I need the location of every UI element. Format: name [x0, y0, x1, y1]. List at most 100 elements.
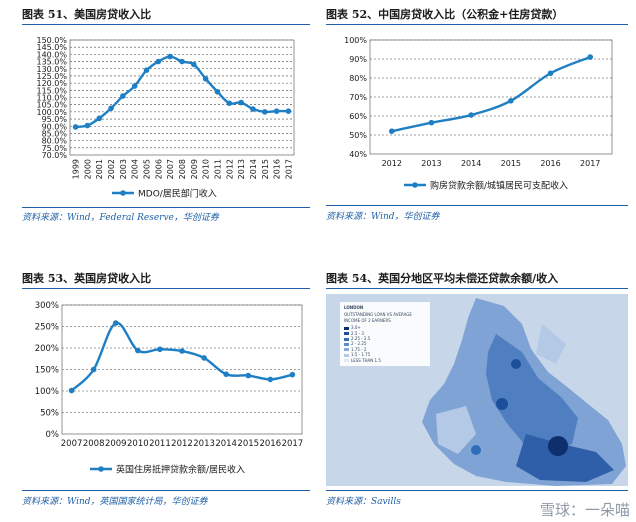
- panel-title: 图表 52、中国房贷收入比（公积金+住房贷款）: [326, 8, 564, 21]
- x-tick-label: 2005: [143, 159, 152, 179]
- map-legend-label: LESS THAN 1.5: [351, 357, 381, 363]
- x-tick-label: 2017: [284, 159, 293, 179]
- map-legend-swatch: [344, 337, 349, 341]
- legend-label: 购房贷款余额/城镇居民可支配收入: [430, 180, 568, 192]
- data-point: [155, 58, 162, 65]
- plot-frame: [69, 39, 295, 156]
- data-point: [108, 105, 114, 112]
- series-line: [75, 55, 289, 129]
- map-legend-label: 1.75 - 2: [351, 346, 367, 352]
- data-point: [508, 98, 514, 104]
- series-line: [391, 55, 591, 133]
- y-tick-label: 0%: [46, 430, 60, 440]
- source-rule: [22, 490, 310, 491]
- x-tick-label: 2010: [202, 159, 211, 179]
- data-point: [245, 372, 252, 379]
- chart-uk-mortgage-income: 0%50%100%150%200%250%300%2007 2008 2009 201…: [35, 301, 304, 476]
- map-legend-swatch: [344, 353, 349, 357]
- x-tick-label: 2009: [190, 159, 199, 179]
- y-tick-label: 100.0%: [36, 108, 67, 117]
- y-tick-label: 40%: [349, 150, 367, 159]
- map-legend-item: 2 - 2.25: [344, 341, 426, 346]
- y-tick-label: 300%: [35, 301, 59, 311]
- data-point: [238, 99, 244, 106]
- x-tick-label: 2016: [259, 439, 281, 449]
- map-legend-swatch: [344, 342, 349, 346]
- y-tick-label: 135.0%: [36, 58, 67, 67]
- x-tick-label: 2014: [461, 159, 481, 168]
- y-tick-label: 130.0%: [36, 65, 67, 74]
- y-tick-label: 120.0%: [36, 79, 67, 88]
- y-tick-label: 80.0%: [42, 137, 68, 146]
- map-legend-swatch: [344, 348, 349, 352]
- y-tick-label: 110.0%: [36, 94, 67, 103]
- data-point: [289, 371, 296, 378]
- x-tick-label: 2007: [166, 159, 175, 179]
- chart-china-mortgage-income: 40% 50% 60% 70% 80% 90% 100% 2012 2013 2014 2015 20…: [344, 36, 613, 192]
- y-tick-label: 105.0%: [36, 101, 67, 110]
- y-tick-label: 50%: [40, 409, 59, 419]
- data-point: [167, 53, 173, 60]
- y-tick-label: 50%: [349, 131, 367, 140]
- map-legend-label: 2.5 - 3: [351, 330, 364, 336]
- title-rule: [326, 24, 628, 25]
- panel-title: 图表 54、英国分地区平均未偿还贷款余额/收入: [326, 272, 559, 285]
- x-tick-label: 2012: [171, 439, 193, 449]
- x-tick-label: 2015: [261, 159, 270, 179]
- data-point: [428, 119, 435, 126]
- map-legend-item: 1.5 - 1.75: [344, 352, 426, 357]
- x-tick-label: 2016: [273, 159, 282, 179]
- map-legend: LONDON OUTSTANDING LOAN VS AVERAGE INCOM…: [340, 302, 430, 367]
- y-tick-label: 150.0%: [36, 36, 67, 45]
- x-tick-label: 2011: [149, 439, 171, 449]
- y-tick-label: 95.0%: [42, 115, 68, 124]
- source-note: 资料来源：Wind，Federal Reserve，华创证券: [22, 213, 219, 223]
- plot-frame: [369, 39, 613, 155]
- x-tick-label: 2013: [421, 159, 441, 168]
- data-point: [388, 128, 395, 134]
- x-tick-label: 2017: [580, 159, 600, 168]
- map-legend-item: 3.0+: [344, 325, 426, 330]
- data-point: [587, 54, 594, 60]
- data-point: [223, 371, 229, 378]
- y-tick-label: 200%: [35, 344, 59, 354]
- map-legend-label: 3.0+: [351, 325, 361, 331]
- uk-region-map: LONDON OUTSTANDING LOAN VS AVERAGE INCOM…: [326, 294, 628, 486]
- legend-marker: [412, 182, 418, 188]
- map-legend-subtitle: OUTSTANDING LOAN VS AVERAGE INCOME OF 2 …: [344, 312, 412, 323]
- map-region-south: [516, 434, 614, 482]
- map-legend-item: 1.75 - 2: [344, 347, 426, 352]
- y-tick-label: 140.0%: [36, 50, 67, 59]
- panel-us: 图表 51、美国房贷收入比 70.0% 75.0% 80.0% 85.0% 90.0% 9…: [0, 0, 318, 261]
- legend-marker: [120, 190, 126, 196]
- data-point: [96, 115, 103, 122]
- panel-china: 图表 52、中国房贷收入比（公积金+住房贷款） 40% 50% 60% 70% 80% 9…: [318, 0, 636, 261]
- x-tick-label: 2013: [193, 439, 215, 449]
- x-tick-label: 1999: [72, 159, 81, 179]
- map-legend-item: LESS THAN 1.5: [344, 358, 426, 363]
- y-tick-label: 150%: [35, 366, 59, 376]
- y-tick-label: 70%: [349, 93, 367, 102]
- chart-us-mortgage-income: 70.0%75.0%80.0%85.0%90.0%95.0%100.0%105.…: [36, 36, 295, 200]
- y-tick-label: 60%: [349, 112, 367, 121]
- data-point: [179, 58, 185, 65]
- data-point: [143, 67, 150, 73]
- watermark: 雪球：一朵喵: [539, 501, 630, 519]
- y-tick-label: 70.0%: [42, 151, 68, 160]
- data-point: [72, 124, 79, 130]
- panel-uk-map: 图表 54、英国分地区平均未偿还贷款余额/收入 资料来源：Savills: [318, 261, 636, 522]
- y-tick-label: 100%: [35, 387, 59, 397]
- y-tick-label: 85.0%: [42, 129, 68, 138]
- map-legend-item: 2.5 - 3: [344, 331, 426, 336]
- uk-map-illustration: [422, 298, 626, 486]
- data-point: [226, 100, 233, 107]
- x-tick-label: 2001: [95, 159, 104, 179]
- data-point: [468, 112, 474, 118]
- source-rule: [22, 207, 310, 208]
- title-rule: [22, 288, 310, 289]
- data-point: [84, 122, 91, 129]
- data-point: [157, 346, 163, 353]
- map-city-c: [471, 445, 481, 455]
- data-point: [112, 320, 119, 326]
- y-tick-label: 115.0%: [36, 86, 67, 95]
